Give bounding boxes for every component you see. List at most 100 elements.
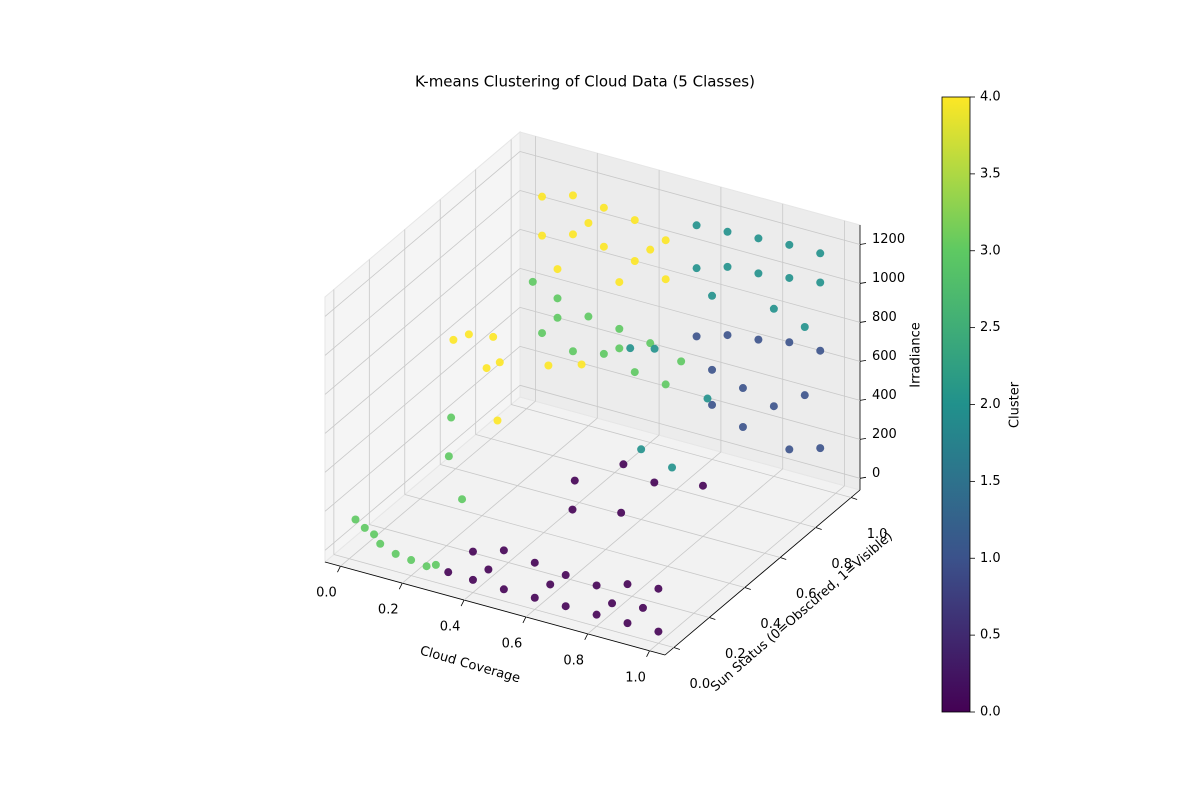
tick-mark [460, 599, 465, 607]
grid-line [324, 151, 521, 317]
data-point [444, 452, 453, 461]
grid-line [324, 190, 521, 356]
data-point [538, 231, 547, 240]
data-point [800, 322, 809, 331]
data-point [661, 275, 670, 284]
colorbar-tick-label: 0.0 [980, 705, 1001, 720]
data-point [738, 422, 747, 431]
data-point [458, 495, 467, 504]
grid-line [440, 464, 781, 558]
data-point [692, 332, 701, 341]
tick-mark [859, 282, 867, 284]
colorbar-tick-label: 0.5 [980, 628, 1001, 643]
data-point [360, 523, 369, 532]
z-tick-label: 1200 [872, 232, 905, 247]
y-tick-label: 0.0 [690, 677, 711, 692]
tick-mark [584, 633, 589, 641]
y-tick-label: 0.8 [831, 557, 852, 572]
tick-mark [709, 617, 716, 620]
data-point [553, 294, 562, 303]
data-point [553, 265, 562, 274]
data-point [431, 560, 440, 569]
data-point [654, 627, 663, 636]
x-axis-line [324, 561, 666, 656]
grid-line [519, 268, 861, 362]
data-point [637, 445, 646, 454]
data-point [468, 575, 477, 584]
tick-mark [859, 321, 867, 323]
tick-mark [859, 398, 867, 401]
data-point [816, 249, 825, 258]
data-point [499, 546, 508, 555]
points [351, 191, 825, 636]
data-point [754, 234, 763, 243]
y-tick-label: 0.4 [760, 617, 781, 632]
data-point [650, 344, 659, 353]
data-point [568, 505, 577, 514]
tick-mark [646, 650, 650, 657]
grid-line [519, 190, 861, 284]
grid-line [333, 554, 674, 648]
data-point [617, 508, 626, 517]
data-point [769, 304, 778, 313]
data-point [708, 400, 717, 409]
tick-mark [851, 497, 858, 500]
data-point [351, 515, 360, 524]
x-tick-label: 0.6 [502, 636, 523, 651]
data-point [816, 444, 825, 453]
data-point [769, 402, 778, 411]
data-point [619, 460, 628, 469]
tick-mark [398, 582, 403, 590]
data-point [495, 358, 504, 367]
data-point [447, 413, 456, 422]
z-tick-label: 600 [872, 349, 897, 364]
data-point [668, 463, 677, 472]
chart-title: K-means Clustering of Cloud Data (5 Clas… [415, 73, 755, 91]
y-axis-line [664, 489, 861, 656]
colorbar-label: Cluster [1008, 381, 1023, 428]
grid-line [402, 417, 598, 584]
labels: 0.0 0.2 0.4 0.6 0.8 1.0 0.0 0.2 0.4 0.6 0.8 1.0 0 200… [316, 90, 1001, 720]
data-point [615, 324, 624, 333]
colorbar [941, 96, 971, 713]
data-point [650, 478, 659, 487]
data-point [599, 203, 608, 212]
colorbar-tick-label: 1.5 [980, 474, 1001, 489]
tick-mark [859, 476, 867, 479]
data-point [577, 360, 586, 369]
data-point [646, 339, 655, 348]
data-point [391, 549, 400, 558]
data-point [464, 330, 473, 339]
data-point [638, 603, 647, 612]
z-tick-label: 200 [872, 427, 897, 442]
grid-line [525, 451, 722, 618]
grid-line [324, 346, 521, 512]
data-point [530, 558, 539, 567]
data-point [482, 364, 491, 373]
y-tick-label: 0.2 [725, 647, 746, 662]
data-point [698, 481, 707, 490]
x-tick-label: 0.2 [378, 603, 399, 618]
data-point [608, 599, 617, 608]
y-tick-label: 0.6 [796, 587, 817, 602]
data-point [692, 221, 701, 230]
grid-line [369, 524, 710, 618]
data-point [654, 584, 663, 593]
data-point [723, 227, 732, 236]
data-point [708, 365, 717, 374]
data-point [370, 530, 379, 539]
data-point [546, 580, 555, 589]
data-point [754, 335, 763, 344]
tick-mark [815, 527, 822, 530]
data-point [785, 273, 794, 282]
tick-mark [337, 566, 341, 573]
y-tick-label: 1.0 [867, 527, 888, 542]
data-point [816, 346, 825, 355]
grid-line [649, 485, 845, 652]
data-point [568, 191, 577, 200]
data-point [584, 218, 593, 227]
grid [324, 136, 867, 657]
data-point [630, 257, 639, 266]
data-point [630, 216, 639, 225]
